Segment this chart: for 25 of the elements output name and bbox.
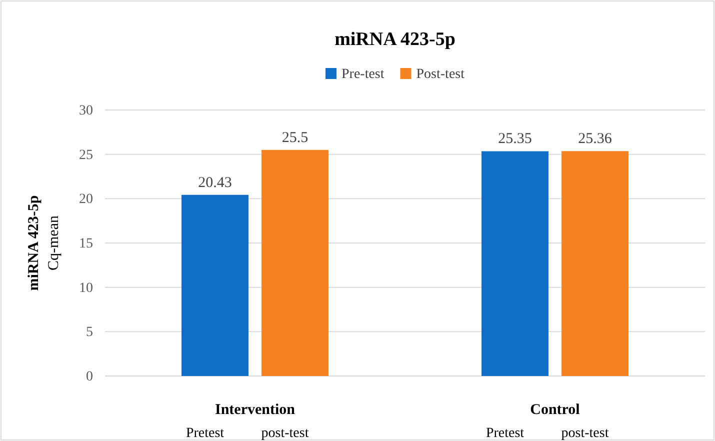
y-axis-title: miRNA 423-5p Cq-mean <box>26 195 62 291</box>
text: Pretest <box>486 426 524 441</box>
y-tick-label: 20 <box>79 192 93 208</box>
legend-label: Pre-test <box>342 67 384 82</box>
bar <box>262 150 328 376</box>
y-tick-label: 5 <box>86 325 93 340</box>
text: Pretest <box>186 426 224 441</box>
legend-label: Post-test <box>416 67 465 82</box>
y-tick-label: 25 <box>79 148 93 163</box>
y-tick-label: 30 <box>79 103 93 118</box>
text: post-test <box>561 426 609 441</box>
y-tick-label: 15 <box>79 236 93 252</box>
data-label: 25.5 <box>282 130 308 146</box>
bar <box>182 194 248 376</box>
y-tick-label: 0 <box>86 369 93 384</box>
y-tick-label: 10 <box>79 280 93 296</box>
text: post-test <box>261 426 309 441</box>
chart-title: miRNA 423-5p <box>334 29 456 50</box>
x-tick-label: Intervention <box>215 402 296 418</box>
data-label: 25.35 <box>498 131 532 148</box>
bar <box>562 151 628 376</box>
data-label: 25.36 <box>578 131 612 148</box>
data-label: 20.43 <box>198 174 232 191</box>
x-tick-label: Control <box>530 402 580 418</box>
bar <box>482 151 548 376</box>
